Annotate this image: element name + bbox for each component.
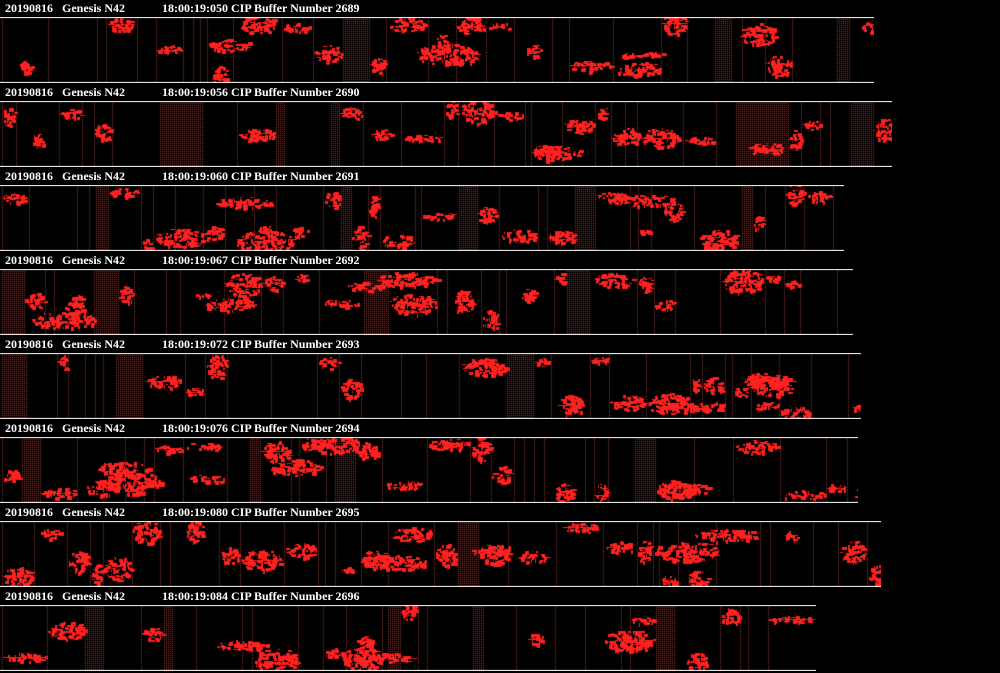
- buffer-timestamp-label: 18:00:19:072 CIP Buffer Number 2693: [162, 337, 360, 351]
- probe-name: Genesis N42: [62, 169, 125, 183]
- buffer-date: 20190816: [5, 85, 53, 99]
- probe-name: Genesis N42: [62, 253, 125, 267]
- buffer-header: 20190816 Genesis N42 18:00:19:056 CIP Buff…: [0, 84, 892, 101]
- buffer-timestamp-label: 18:00:19:076 CIP Buffer Number 2694: [162, 421, 360, 435]
- buffer-date: 20190816: [5, 589, 53, 603]
- buffer-date: 20190816: [5, 337, 53, 351]
- buffer-date: 20190816: [5, 253, 53, 267]
- buffer-date: 20190816: [5, 169, 53, 183]
- image-buffer-strip: 20190816 Genesis N42 18:00:19:076 CIP Buff…: [0, 420, 1000, 504]
- particle-image-canvas: [0, 353, 861, 419]
- particle-image-canvas: [0, 605, 816, 671]
- buffer-timestamp-label: 18:00:19:084 CIP Buffer Number 2696: [162, 589, 360, 603]
- image-buffer-strip: 20190816 Genesis N42 18:00:19:084 CIP Buff…: [0, 588, 1000, 672]
- buffer-timestamp-label: 18:00:19:050 CIP Buffer Number 2689: [162, 1, 360, 15]
- buffer-header: 20190816 Genesis N42 18:00:19:080 CIP Buff…: [0, 504, 881, 521]
- probe-name: Genesis N42: [62, 505, 125, 519]
- particle-image-canvas: [0, 269, 853, 335]
- image-buffer-strip: 20190816 Genesis N42 18:00:19:080 CIP Buff…: [0, 504, 1000, 588]
- buffer-timestamp-label: 18:00:19:056 CIP Buffer Number 2690: [162, 85, 360, 99]
- probe-name: Genesis N42: [62, 589, 125, 603]
- buffer-header: 20190816 Genesis N42 18:00:19:060 CIP Buff…: [0, 168, 844, 185]
- particle-image-canvas: [0, 521, 881, 587]
- buffer-timestamp-label: 18:00:19:080 CIP Buffer Number 2695: [162, 505, 360, 519]
- particle-image-canvas: [0, 17, 874, 83]
- buffer-timestamp-label: 18:00:19:067 CIP Buffer Number 2692: [162, 253, 360, 267]
- particle-image-canvas: [0, 185, 844, 251]
- buffer-timestamp-label: 18:00:19:060 CIP Buffer Number 2691: [162, 169, 360, 183]
- probe-name: Genesis N42: [62, 421, 125, 435]
- buffer-header: 20190816 Genesis N42 18:00:19:084 CIP Buff…: [0, 588, 816, 605]
- image-buffer-strip: 20190816 Genesis N42 18:00:19:067 CIP Buff…: [0, 252, 1000, 336]
- probe-name: Genesis N42: [62, 85, 125, 99]
- image-buffer-strip: 20190816 Genesis N42 18:00:19:060 CIP Buff…: [0, 168, 1000, 252]
- probe-name: Genesis N42: [62, 1, 125, 15]
- buffer-header: 20190816 Genesis N42 18:00:19:067 CIP Buff…: [0, 252, 853, 269]
- buffer-date: 20190816: [5, 505, 53, 519]
- image-buffer-strip: 20190816 Genesis N42 18:00:19:056 CIP Buff…: [0, 84, 1000, 168]
- probe-name: Genesis N42: [62, 337, 125, 351]
- buffer-date: 20190816: [5, 421, 53, 435]
- buffer-date: 20190816: [5, 1, 53, 15]
- buffer-header: 20190816 Genesis N42 18:00:19:072 CIP Buff…: [0, 336, 861, 353]
- particle-image-canvas: [0, 101, 892, 167]
- image-buffer-strip: 20190816 Genesis N42 18:00:19:072 CIP Buff…: [0, 336, 1000, 420]
- buffer-header: 20190816 Genesis N42 18:00:19:076 CIP Buff…: [0, 420, 858, 437]
- image-buffer-strip: 20190816 Genesis N42 18:00:19:050 CIP Buff…: [0, 0, 1000, 84]
- buffer-header: 20190816 Genesis N42 18:00:19:050 CIP Buff…: [0, 0, 874, 17]
- particle-image-canvas: [0, 437, 858, 503]
